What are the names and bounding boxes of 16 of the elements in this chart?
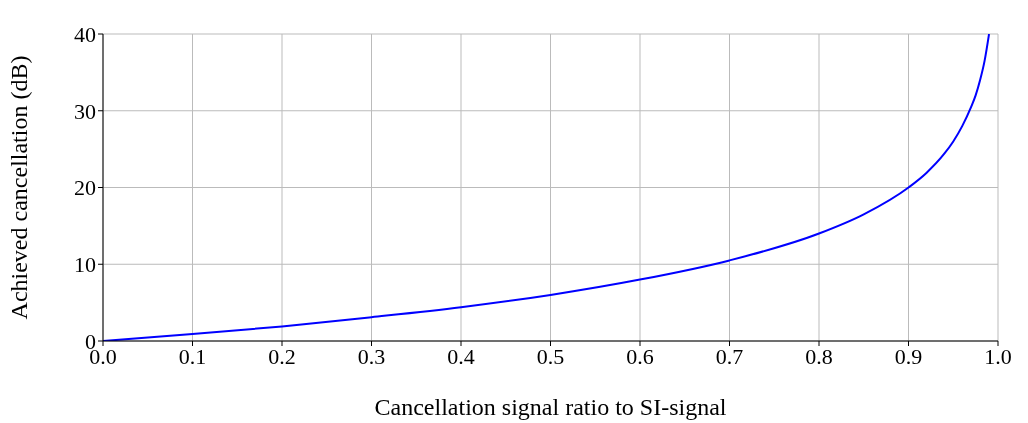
y-tick-label: 20	[74, 175, 96, 201]
x-tick-label: 0.3	[357, 343, 386, 369]
x-tick-label: 1.0	[984, 343, 1012, 369]
x-tick-label: 0.5	[536, 343, 565, 369]
x-tick-label: 0.8	[805, 343, 833, 369]
x-tick-label: 0.7	[715, 343, 744, 369]
x-tick-label: 0.9	[894, 343, 923, 369]
x-tick-label: 0.6	[626, 343, 654, 369]
x-tick-label: 0.1	[178, 343, 207, 369]
y-axis-title: Achieved cancellation (dB)	[5, 55, 32, 320]
y-tick-label: 10	[74, 252, 96, 278]
y-tick-label: 30	[74, 98, 96, 124]
x-tick-label: 0.4	[447, 343, 475, 369]
x-tick-label: 0.2	[268, 343, 296, 369]
x-axis-title: Cancellation signal ratio to SI-signal	[374, 394, 727, 420]
y-tick-label: 40	[74, 21, 96, 47]
